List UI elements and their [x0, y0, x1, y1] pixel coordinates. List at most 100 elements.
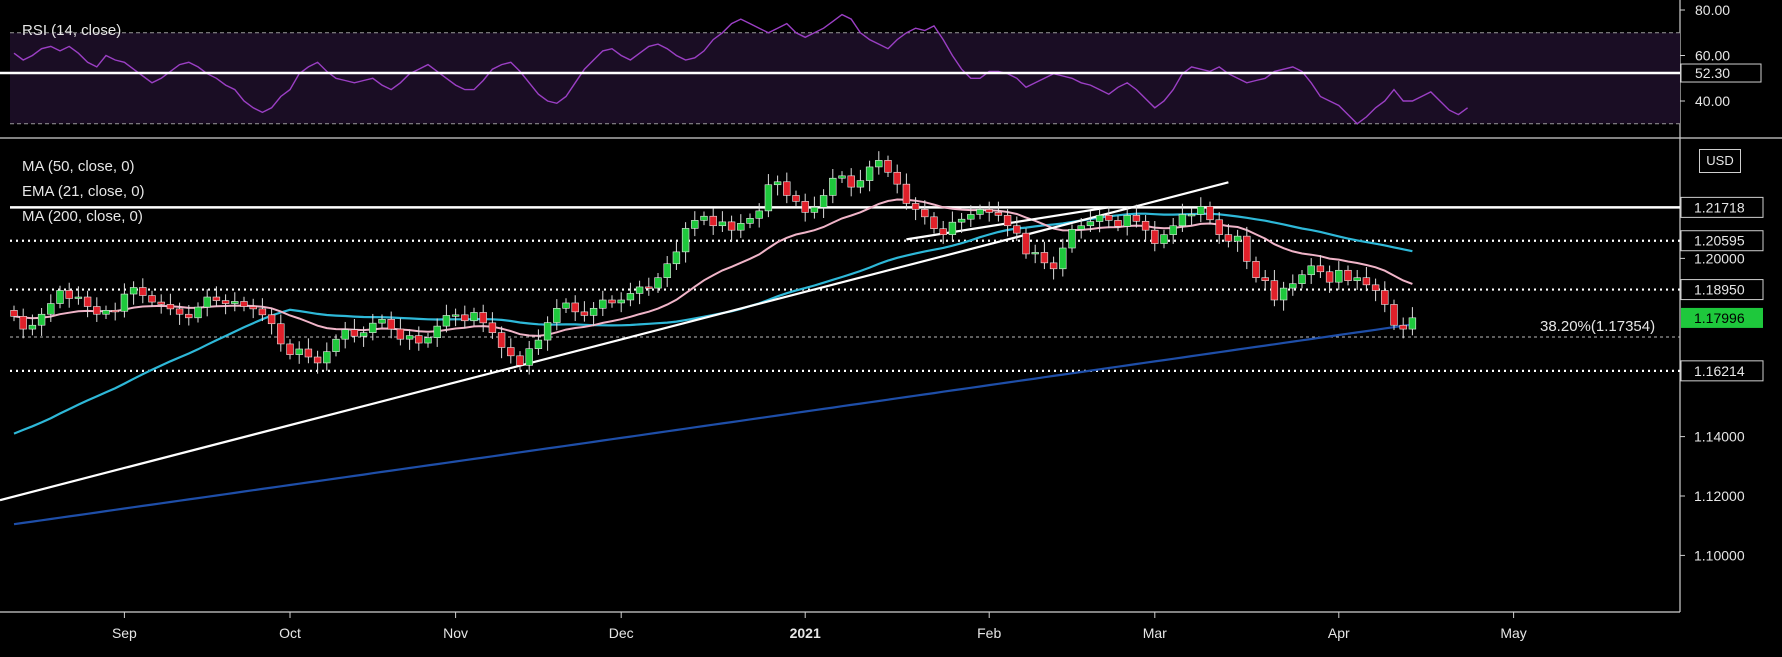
time-tick-label: Sep: [112, 625, 137, 641]
level-price-label: 1.20595: [1694, 233, 1745, 249]
time-tick-label: Feb: [977, 625, 1001, 641]
candle-up: [1123, 215, 1131, 227]
candle-down: [930, 216, 938, 230]
candle-down: [1105, 215, 1113, 221]
price-tick-label: 1.14000: [1694, 429, 1745, 445]
candle-down: [985, 209, 993, 213]
candle-down: [258, 308, 267, 316]
candle-down: [1141, 220, 1150, 231]
time-tick-label: Apr: [1328, 625, 1350, 641]
candle-up: [1068, 228, 1076, 249]
candle-down: [19, 316, 27, 330]
rsi-tick-label: 80.00: [1695, 2, 1730, 18]
candle-up: [1031, 252, 1039, 255]
candle-up: [967, 214, 975, 220]
candle-down: [221, 300, 230, 304]
candle-down: [1132, 215, 1141, 222]
candle-up: [1160, 234, 1168, 244]
candle-up: [1086, 221, 1095, 227]
candle-up: [56, 290, 64, 304]
time-tick-label: 2021: [790, 625, 821, 641]
candle-up: [1077, 225, 1085, 230]
candle-down: [415, 335, 423, 344]
time-tick-label: Oct: [279, 625, 301, 641]
candle-down: [1261, 277, 1269, 281]
price-tick-label: 1.12000: [1694, 488, 1745, 504]
candle-up: [829, 177, 837, 196]
candle-up: [957, 218, 966, 223]
candle-down: [212, 296, 221, 301]
candle-up: [341, 329, 349, 340]
level-price-label: 1.18950: [1694, 282, 1745, 298]
candle-up: [534, 339, 543, 349]
candle-up: [1298, 274, 1306, 284]
candle-down: [304, 348, 313, 358]
candle-down: [801, 201, 809, 213]
candle-down: [1022, 232, 1030, 255]
candle-down: [350, 329, 359, 337]
candle-up: [129, 287, 138, 295]
candle-up: [700, 215, 708, 221]
candle-up: [37, 313, 46, 326]
trendline[interactable]: [0, 181, 1229, 502]
rsi-title: RSI (14, close): [22, 22, 122, 39]
candle-up: [1279, 287, 1288, 301]
candle-up: [424, 337, 432, 344]
candle-down: [645, 286, 653, 289]
candle-down: [1399, 324, 1407, 330]
candle-down: [1252, 261, 1260, 279]
candle-up: [120, 293, 129, 312]
candle-up: [405, 335, 414, 340]
candle-down: [1381, 290, 1389, 305]
candle-up: [948, 221, 957, 235]
candle-down: [1243, 235, 1251, 262]
level-price-tag: [1680, 230, 1764, 252]
candle-down: [249, 306, 257, 310]
candle-up: [875, 160, 883, 168]
legend-ma50: MA (50, close, 0): [22, 158, 135, 175]
candle-up: [451, 314, 460, 317]
indicator-legend: MA (50, close, 0) EMA (21, close, 0) MA …: [22, 154, 145, 229]
rsi-band: [10, 32, 1680, 124]
candle-up: [635, 286, 644, 294]
candle-up: [28, 324, 37, 330]
candle-up: [1353, 277, 1361, 281]
candle-up: [819, 195, 828, 208]
candle-down: [148, 295, 156, 303]
candle-down: [267, 314, 276, 325]
candle-down: [792, 195, 800, 202]
candle-up: [525, 348, 533, 366]
candle-down: [571, 302, 579, 313]
candle-down: [1206, 206, 1214, 221]
candle-down: [157, 301, 165, 305]
candle-down: [1224, 234, 1233, 242]
candle-down: [783, 181, 791, 196]
candle-up: [1095, 215, 1104, 222]
candle-up: [194, 306, 202, 319]
legend-ema21: EMA (21, close, 0): [22, 183, 145, 200]
candle-down: [461, 314, 469, 322]
candle-down: [580, 311, 589, 316]
candle-up: [810, 207, 819, 213]
candle-up: [626, 293, 635, 301]
candle-down: [1114, 220, 1122, 227]
candle-down: [1040, 252, 1049, 264]
currency-badge[interactable]: USD: [1699, 149, 1741, 173]
level-price-label: 1.21718: [1694, 199, 1745, 215]
price-tick-label: 1.20000: [1694, 250, 1745, 266]
candle-down: [884, 160, 892, 173]
candle-down: [847, 175, 855, 188]
candle-down: [1003, 215, 1012, 227]
candle-down: [93, 306, 101, 315]
candle-up: [1178, 214, 1187, 227]
candle-down: [497, 332, 506, 348]
candle-down: [911, 203, 920, 210]
candle-up: [102, 310, 110, 315]
candle-up: [663, 263, 671, 279]
time-tick-label: May: [1500, 625, 1526, 641]
candle-up: [295, 348, 303, 355]
candle-down: [396, 328, 405, 340]
candle-down: [83, 296, 92, 307]
